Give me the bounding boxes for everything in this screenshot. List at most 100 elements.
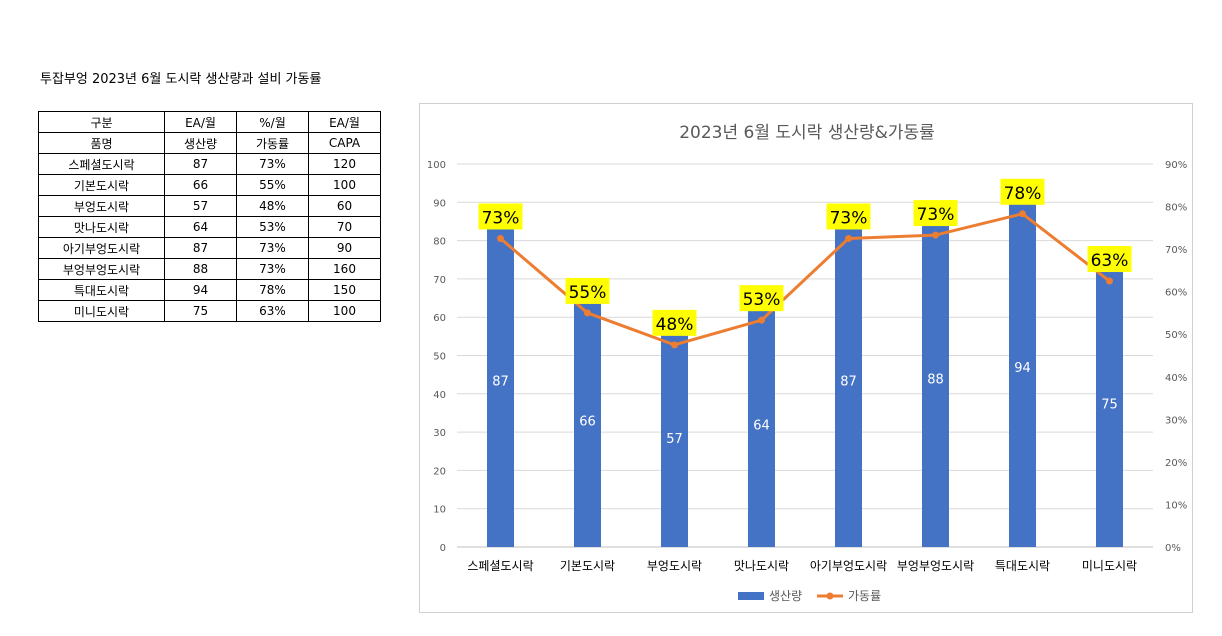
table-cell: 부엉부엉도시락 <box>38 258 165 280</box>
bar-label: 66 <box>579 415 596 430</box>
bar-label: 75 <box>1101 397 1118 412</box>
table-row: 부엉도시락 57 48% 60 <box>38 195 381 217</box>
line-point <box>845 234 852 242</box>
bar <box>835 213 862 547</box>
table-cell: EA/월 <box>308 111 381 133</box>
pct-label: 78% <box>1004 184 1042 204</box>
table-cell: 94 <box>164 279 237 301</box>
y-tick-label: 20 <box>433 466 446 477</box>
table-row: 아기부엉도시락 87 73% 90 <box>38 237 381 259</box>
bar <box>487 213 514 547</box>
pct-label: 55% <box>569 283 607 303</box>
pct-label-highlight <box>652 309 697 336</box>
pct-label: 73% <box>917 205 955 225</box>
table-cell: 기본도시락 <box>38 174 165 196</box>
table-cell: 아기부엉도시락 <box>38 237 165 259</box>
gridlines <box>457 163 1153 548</box>
x-tick-label: 아기부엉도시락 <box>810 559 887 573</box>
line-point <box>497 234 504 242</box>
y-tick-label: 0 <box>440 543 446 554</box>
y-tick-label: 70 <box>433 275 446 286</box>
table-row: 맛나도시락 64 53% 70 <box>38 216 381 238</box>
x-tick-label: 특대도시락 <box>995 559 1050 573</box>
table-cell: 120 <box>308 153 381 175</box>
report-title: 투잡부엉 2023년 6월 도시락 생산량과 설비 가동률 <box>40 72 322 87</box>
table-cell: 품명 <box>38 132 165 154</box>
table-row: 부엉부엉도시락 88 73% 160 <box>38 258 381 280</box>
y2-tick-label: 50% <box>1165 330 1187 341</box>
table-cell: 특대도시락 <box>38 279 165 301</box>
table-cell: 맛나도시락 <box>38 216 165 238</box>
bar-label: 87 <box>492 374 509 389</box>
table-cell: 87 <box>164 153 237 175</box>
header-row: 구분 EA/월 %/월 EA/월 <box>38 111 381 133</box>
bar-label: 57 <box>666 432 683 447</box>
table-cell: 48% <box>236 195 309 217</box>
table-row: 스페셜도시락 87 73% 120 <box>38 153 381 175</box>
pct-label: 73% <box>482 208 520 228</box>
bar-label: 87 <box>840 374 857 389</box>
pct-label: 63% <box>1091 251 1129 271</box>
bar <box>1009 186 1036 547</box>
table-cell: 160 <box>308 258 381 280</box>
table-cell: 75 <box>164 300 237 322</box>
table-cell: 73% <box>236 237 309 259</box>
table-cell: 생산량 <box>164 132 237 154</box>
table-cell: 73% <box>236 258 309 280</box>
pct-label-highlight <box>565 277 610 304</box>
legend-marker-utilization <box>826 592 834 600</box>
table-cell: 63% <box>236 300 309 322</box>
bar-label: 88 <box>927 372 944 387</box>
bar-label: 94 <box>1014 361 1031 376</box>
y-tick-label: 30 <box>433 428 446 439</box>
legend-label-production: 생산량 <box>769 589 802 603</box>
pct-label-highlight <box>913 200 958 227</box>
y2-tick-label: 40% <box>1165 373 1187 384</box>
y-tick-label: 50 <box>433 352 446 363</box>
pct-label: 53% <box>743 290 781 310</box>
y-tick-label: 60 <box>433 313 446 324</box>
table-cell: 53% <box>236 216 309 238</box>
x-tick-label: 맛나도시락 <box>734 559 789 573</box>
bar <box>1096 259 1123 547</box>
table-cell: 64 <box>164 216 237 238</box>
chart-area[interactable]: 2023년 6월 도시락 생산량&가동률 0 10 20 30 40 50 60 70 80 90 1… <box>419 103 1193 613</box>
y2-tick-label: 60% <box>1165 288 1187 299</box>
table-cell: 70 <box>308 216 381 238</box>
pct-label-highlight <box>739 285 784 312</box>
table-cell: 87 <box>164 237 237 259</box>
y-tick-label: 90 <box>433 198 446 209</box>
table-row: 특대도시락 94 78% 150 <box>38 279 381 301</box>
x-tick-label: 스페셜도시락 <box>467 559 533 573</box>
y2-tick-label: 80% <box>1165 203 1187 214</box>
table-cell: 100 <box>308 174 381 196</box>
x-tick-label: 부엉도시락 <box>647 559 702 573</box>
table-row: 기본도시락 66 55% 100 <box>38 174 381 196</box>
table-cell: 구분 <box>38 111 165 133</box>
x-tick-label: 부엉부엉도시락 <box>897 559 974 573</box>
legend-swatch-production <box>738 592 764 600</box>
pct-label-highlight <box>826 203 871 230</box>
table-row: 미니도시락 75 63% 100 <box>38 300 381 322</box>
legend: 생산량 가동률 <box>738 589 881 603</box>
table-cell: EA/월 <box>164 111 237 133</box>
y2-tick-label: 70% <box>1165 245 1187 256</box>
table-cell: 55% <box>236 174 309 196</box>
pct-label-highlight <box>1087 246 1132 273</box>
line-point <box>1106 277 1113 285</box>
table-cell: CAPA <box>308 132 381 154</box>
line-point <box>671 341 678 349</box>
legend-label-utilization: 가동률 <box>848 589 881 603</box>
table-cell: 73% <box>236 153 309 175</box>
bar <box>748 301 775 547</box>
x-tick-label: 미니도시락 <box>1082 559 1137 573</box>
table-cell: 90 <box>308 237 381 259</box>
x-tick-label: 기본도시락 <box>560 559 615 573</box>
y2-tick-label: 10% <box>1165 500 1187 511</box>
line-point <box>758 316 765 324</box>
y-tick-label: 40 <box>433 390 446 401</box>
series-line-utilization <box>499 212 1111 347</box>
table-cell: 부엉도시락 <box>38 195 165 217</box>
table-cell: 미니도시락 <box>38 300 165 322</box>
y2-tick-label: 30% <box>1165 415 1187 426</box>
